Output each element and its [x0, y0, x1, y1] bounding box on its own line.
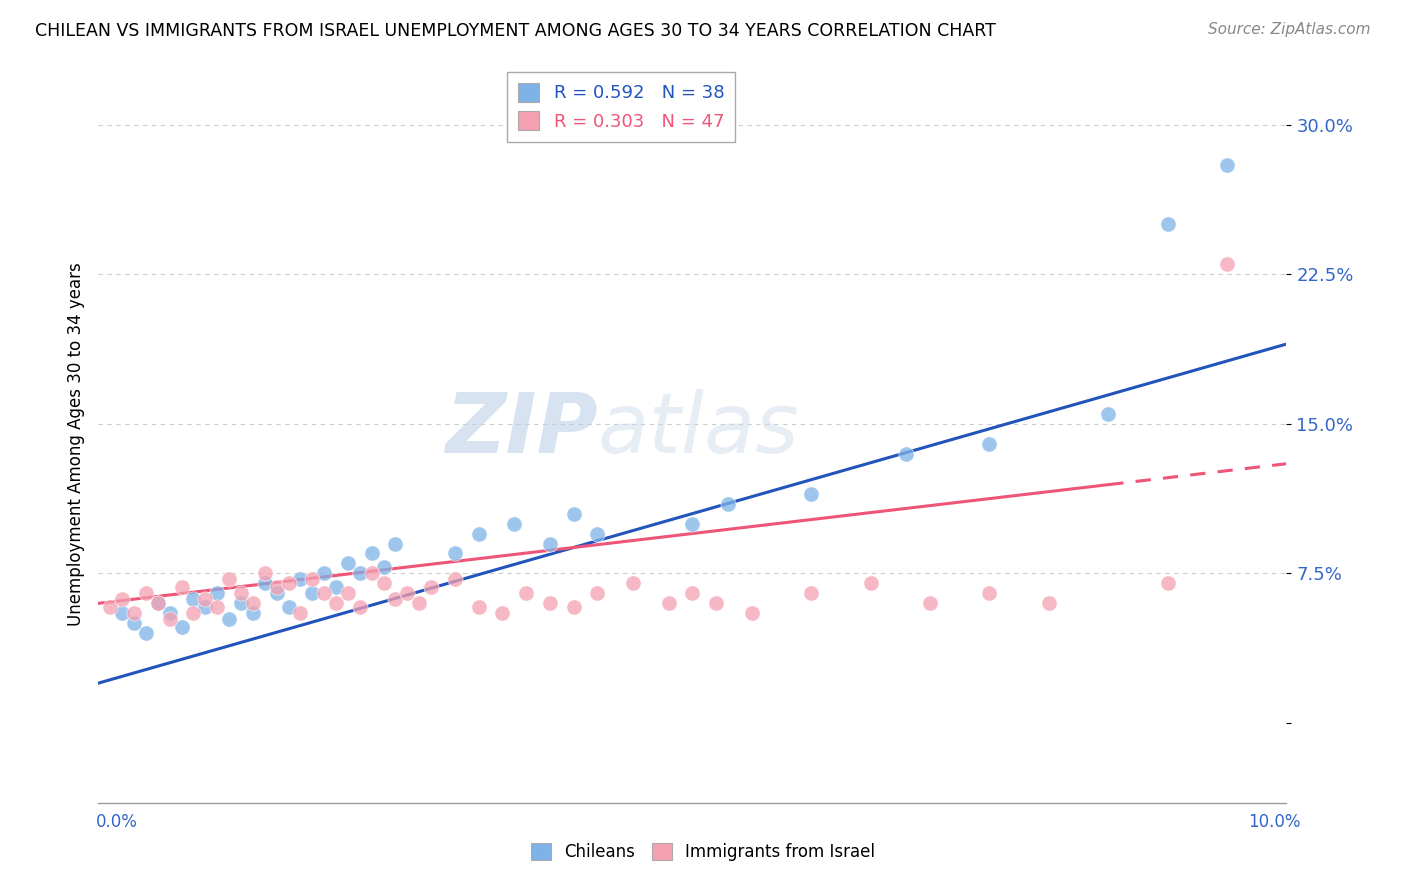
Point	[681, 586, 703, 600]
Point	[621, 576, 644, 591]
Point	[111, 592, 134, 607]
Point	[515, 586, 537, 600]
Point	[562, 600, 585, 615]
Point	[205, 600, 228, 615]
Point	[170, 620, 193, 634]
Point	[183, 592, 205, 607]
Point	[741, 607, 763, 621]
Point	[420, 581, 443, 595]
Point	[242, 607, 264, 621]
Point	[277, 576, 299, 591]
Point	[194, 600, 217, 615]
Point	[266, 581, 288, 595]
Point	[979, 586, 1001, 600]
Point	[229, 596, 252, 610]
Text: 0.0%: 0.0%	[96, 813, 138, 830]
Point	[800, 586, 823, 600]
Legend: R = 0.592   N = 38, R = 0.303   N = 47: R = 0.592 N = 38, R = 0.303 N = 47	[508, 72, 735, 142]
Point	[98, 600, 121, 615]
Point	[290, 607, 312, 621]
Point	[253, 566, 276, 581]
Point	[301, 573, 323, 587]
Text: ZIP: ZIP	[444, 389, 598, 470]
Point	[194, 592, 217, 607]
Point	[290, 573, 312, 587]
Point	[1216, 157, 1239, 171]
Point	[443, 573, 465, 587]
Point	[159, 607, 181, 621]
Point	[373, 576, 395, 591]
Point	[704, 596, 727, 610]
Point	[562, 507, 585, 521]
Point	[205, 586, 228, 600]
Point	[538, 596, 561, 610]
Point	[242, 596, 264, 610]
Point	[467, 600, 489, 615]
Point	[314, 566, 336, 581]
Point	[253, 576, 276, 591]
Point	[1156, 576, 1178, 591]
Point	[314, 586, 336, 600]
Point	[135, 626, 157, 640]
Point	[586, 526, 609, 541]
Point	[467, 526, 489, 541]
Point	[586, 586, 609, 600]
Text: 10.0%: 10.0%	[1249, 813, 1301, 830]
Point	[800, 486, 823, 500]
Text: Source: ZipAtlas.com: Source: ZipAtlas.com	[1208, 22, 1371, 37]
Point	[1038, 596, 1060, 610]
Point	[301, 586, 323, 600]
Point	[373, 560, 395, 574]
Point	[325, 581, 347, 595]
Point	[1097, 407, 1119, 421]
Point	[920, 596, 942, 610]
Point	[717, 497, 740, 511]
Point	[896, 447, 918, 461]
Point	[183, 607, 205, 621]
Point	[396, 586, 419, 600]
Text: atlas: atlas	[598, 389, 799, 470]
Legend: Chileans, Immigrants from Israel: Chileans, Immigrants from Israel	[524, 836, 882, 868]
Point	[491, 607, 513, 621]
Point	[349, 600, 371, 615]
Point	[336, 586, 359, 600]
Point	[146, 596, 169, 610]
Point	[1216, 257, 1239, 271]
Point	[218, 612, 240, 626]
Point	[859, 576, 882, 591]
Point	[218, 573, 240, 587]
Point	[384, 536, 406, 550]
Point	[111, 607, 134, 621]
Point	[503, 516, 526, 531]
Point	[146, 596, 169, 610]
Y-axis label: Unemployment Among Ages 30 to 34 years: Unemployment Among Ages 30 to 34 years	[66, 262, 84, 625]
Point	[360, 546, 382, 560]
Text: CHILEAN VS IMMIGRANTS FROM ISRAEL UNEMPLOYMENT AMONG AGES 30 TO 34 YEARS CORRELA: CHILEAN VS IMMIGRANTS FROM ISRAEL UNEMPL…	[35, 22, 995, 40]
Point	[384, 592, 406, 607]
Point	[266, 586, 288, 600]
Point	[277, 600, 299, 615]
Point	[325, 596, 347, 610]
Point	[336, 557, 359, 571]
Point	[1156, 218, 1178, 232]
Point	[681, 516, 703, 531]
Point	[443, 546, 465, 560]
Point	[122, 607, 145, 621]
Point	[408, 596, 430, 610]
Point	[170, 581, 193, 595]
Point	[349, 566, 371, 581]
Point	[538, 536, 561, 550]
Point	[159, 612, 181, 626]
Point	[979, 436, 1001, 450]
Point	[122, 616, 145, 631]
Point	[135, 586, 157, 600]
Point	[658, 596, 681, 610]
Point	[360, 566, 382, 581]
Point	[229, 586, 252, 600]
